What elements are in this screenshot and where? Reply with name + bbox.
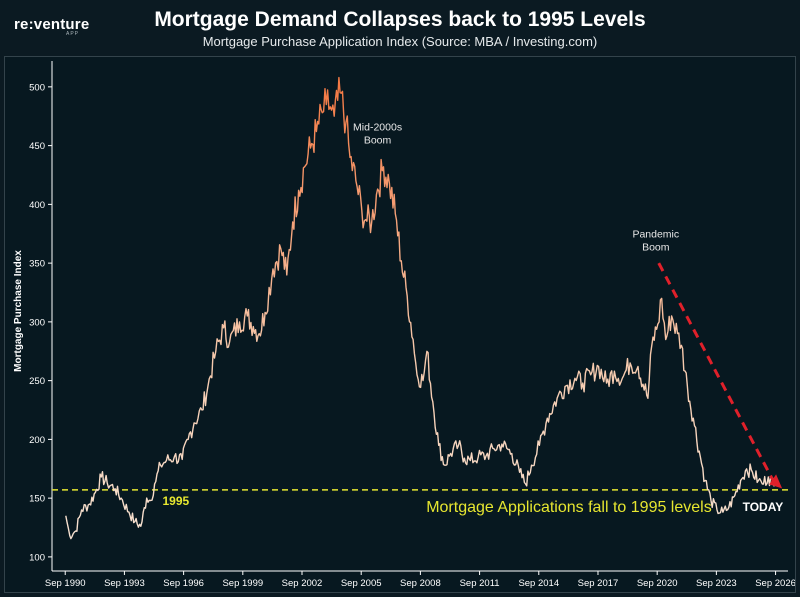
brand-logo: re:venture [14, 16, 90, 33]
x-tick-label: Sep 2020 [637, 578, 678, 589]
x-tick-label: Sep 2011 [460, 578, 500, 589]
annotation-boom-1-line-2: Boom [364, 134, 392, 146]
y-tick-label: 250 [29, 376, 45, 387]
y-tick-label: 500 [29, 82, 45, 93]
y-tick-label: 100 [29, 552, 45, 563]
x-tick-label: Sep 2005 [341, 578, 382, 589]
header: re:venture APP Mortgage Demand Collapses… [0, 0, 800, 56]
series-line-mortgage-index [65, 76, 775, 540]
today-label: TODAY [743, 500, 784, 514]
x-tick-label: Sep 1990 [45, 578, 86, 589]
reference-line-label: 1995 [162, 494, 189, 508]
x-tick-label: Sep 2002 [282, 578, 323, 589]
trend-line [657, 262, 776, 484]
y-tick-label: 350 [29, 259, 45, 270]
line-chart: 100 150 200 250 300 350 400 450 500 Sep 1990 Sep 1… [13, 61, 795, 589]
y-tick-label: 450 [29, 141, 45, 152]
annotation-boom-1-line-1: Mid-2000s [353, 121, 402, 133]
trend-arrow-head [769, 474, 783, 489]
brand-logo-sub: APP [66, 31, 80, 37]
x-tick-label: Sep 1999 [222, 578, 263, 589]
y-tick-label: 200 [29, 435, 45, 446]
y-axis-label: Mortgage Purchase Index [13, 250, 24, 372]
annotation-boom-2-line-2: Boom [642, 241, 670, 253]
chart-panel: 100 150 200 250 300 350 400 450 500 Sep 1990 Sep 1… [4, 56, 796, 593]
x-tick-label: Sep 1996 [163, 578, 204, 589]
x-tick-label: Sep 2026 [755, 578, 795, 589]
x-tick-label: Sep 2014 [518, 578, 559, 589]
x-tick-label: Sep 2017 [578, 578, 619, 589]
x-tick-label: Sep 2008 [400, 578, 441, 589]
x-tick-label: Sep 2023 [696, 578, 737, 589]
chart-subtitle: Mortgage Purchase Application Index (Sou… [202, 34, 598, 49]
y-tick-label: 400 [29, 200, 45, 211]
x-tick-label: Sep 1993 [104, 578, 145, 589]
annotation-boom-2-line-1: Pandemic [632, 228, 679, 240]
chart-title: Mortgage Demand Collapses back to 1995 L… [154, 8, 646, 31]
y-tick-label: 300 [29, 317, 45, 328]
y-tick-label: 150 [29, 494, 45, 505]
levels-annotation: Mortgage Applications fall to 1995 level… [426, 499, 712, 516]
